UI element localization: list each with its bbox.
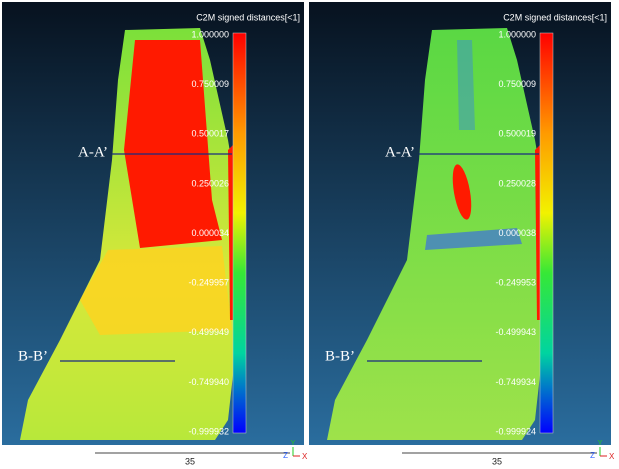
colorbar-label: -0.499949 [188,327,229,337]
colorbar-label: 0.750009 [498,79,536,89]
colorbar-label: -0.249957 [188,278,229,288]
panel: C2M signed distances[<1] 1.000000 0.750009… [309,2,615,466]
colorbar-label: -0.749934 [495,377,536,387]
colorbar [540,33,553,433]
colorbar-label: -0.999932 [188,426,229,436]
panel: C2M signed distances[<1] 1.000000 0.750009… [2,2,308,466]
colorbar-label: 0.500019 [498,129,536,139]
colorbar-label: -0.999924 [495,426,536,436]
colorbar [233,33,246,433]
axis-label: Z [283,451,288,460]
axis-label: X [609,452,615,461]
colorbar-label: 0.000038 [498,228,536,238]
scale-label: 35 [492,456,502,466]
colorbar-label: 0.500017 [191,129,229,139]
deviation-mid [80,246,232,335]
deviation-low [457,40,475,130]
axis-label: Y [291,440,296,447]
colorbar-label: 0.250026 [191,178,229,188]
colorbar-label: -0.499943 [495,327,536,337]
axis-label: Y [598,440,603,447]
colorbar-label: 1.000000 [191,29,229,39]
colorbar-label: 0.750009 [191,79,229,89]
scale-label: 35 [185,456,195,466]
colorbar-title: C2M signed distances[<1] [196,12,300,22]
colorbar-label: 0.000034 [191,228,229,238]
section-label: A-A’ [78,144,108,160]
axis-label: Z [590,451,595,460]
colorbar-label: 0.250028 [498,178,536,188]
colorbar-title: C2M signed distances[<1] [503,12,607,22]
colorbar-label: -0.749940 [188,377,229,387]
screenshot: C2M signed distances[<1] 1.000000 0.750009… [0,0,619,469]
section-label: B-B’ [18,348,48,364]
colorbar-label: -0.249953 [495,278,536,288]
section-label: A-A’ [385,144,415,160]
colorbar-label: 1.000000 [498,29,536,39]
section-label: B-B’ [325,348,355,364]
axis-label: X [302,452,308,461]
